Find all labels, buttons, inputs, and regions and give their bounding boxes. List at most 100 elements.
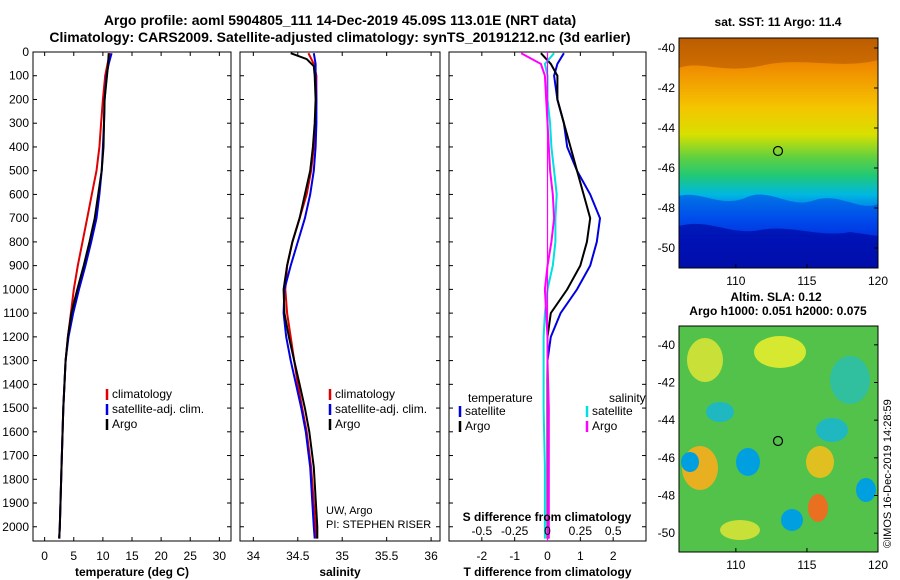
series-line-climatology <box>58 52 111 539</box>
x-tick-label: 5 <box>70 549 77 563</box>
y-tick-label: -44 <box>658 413 676 427</box>
y-tick-label: -48 <box>658 201 676 215</box>
legend-label: Argo <box>465 419 491 433</box>
y-tick-label: -42 <box>658 376 676 390</box>
legend-header: temperature <box>468 391 533 405</box>
x-tick-label: 110 <box>726 274 745 288</box>
x2-tick-label: -0.25 <box>501 524 529 538</box>
sla-anomaly <box>830 356 870 404</box>
legend-label: Argo <box>335 417 361 431</box>
legend-label: climatology <box>112 387 172 401</box>
y-tick-label: 1600 <box>2 425 29 439</box>
legend-label: Argo <box>112 417 138 431</box>
x-tick-label: 1 <box>577 549 584 563</box>
x-tick-label: 30 <box>213 549 227 563</box>
x2-tick-label: -0.5 <box>471 524 492 538</box>
figure-subtitle: Climatology: CARS2009. Satellite-adjuste… <box>49 29 631 45</box>
y-tick-label: 800 <box>9 235 29 249</box>
x-tick-label: 2 <box>610 549 617 563</box>
x-tick-label: 10 <box>96 549 110 563</box>
x-tick-label: 120 <box>868 274 888 288</box>
y-tick-label: -42 <box>658 81 676 95</box>
legend-label: climatology <box>335 387 395 401</box>
y-tick-label: 1400 <box>2 377 29 391</box>
sla-anomaly <box>687 338 723 382</box>
x-tick-label: 36 <box>424 549 438 563</box>
y-tick-label: 500 <box>9 164 29 178</box>
y-tick-label: 200 <box>9 92 29 106</box>
argo-marker <box>772 435 784 447</box>
x-tick-label: 115 <box>797 274 816 288</box>
series-line-satellite <box>546 52 602 539</box>
sla-anomaly <box>856 478 876 502</box>
y-tick-label: 2000 <box>2 520 29 534</box>
sla-anomaly <box>681 452 699 472</box>
series-line-climatology <box>284 52 318 539</box>
series-line-argo <box>282 52 319 539</box>
sst-map: sat. SST: 11 Argo: 11.4 110 115 120 -40 -42 -4… <box>658 15 889 288</box>
x-axis-label: T difference from climatology <box>463 565 631 579</box>
series-line-argo <box>520 52 556 539</box>
y-tick-label: 1500 <box>2 401 29 415</box>
sla-anomaly <box>754 336 806 368</box>
y-tick-label: 1700 <box>2 449 29 463</box>
plot-frame <box>239 51 441 542</box>
x-tick-label: 110 <box>726 558 745 572</box>
y-tick-label: 1300 <box>2 354 29 368</box>
y-tick-label: -44 <box>658 121 676 135</box>
y-tick-label: -50 <box>658 241 676 255</box>
legend-label: Argo <box>592 419 618 433</box>
y-tick-label: 1900 <box>2 496 29 510</box>
x-axis-label: salinity <box>319 565 361 579</box>
x-tick-label: 34.5 <box>286 549 310 563</box>
difference-panel: -2 -1 0 1 2 T difference from climatology -0.5… <box>448 51 647 579</box>
sla-anomaly <box>720 520 760 540</box>
y-tick-label: 700 <box>9 211 29 225</box>
y-tick-label: -48 <box>658 489 676 503</box>
sla-anomaly <box>706 402 734 422</box>
series-line-argo <box>58 53 110 539</box>
credit-text: ©IMOS 16-Dec-2019 14:28:59 <box>882 399 894 548</box>
y-tick-label: 300 <box>9 116 29 130</box>
x-tick-label: 35 <box>336 549 350 563</box>
x-tick-label: 0 <box>41 549 48 563</box>
salinity-panel: 34 34.5 35 35.5 36 salinity climatologysatelli… <box>239 51 441 579</box>
x-tick-label: -1 <box>509 549 520 563</box>
sla-map-title: Altim. SLA: 0.12 <box>730 290 822 304</box>
y-tick-label: 1800 <box>2 472 29 486</box>
y-tick-label: -46 <box>658 161 676 175</box>
y-tick-label: 900 <box>9 259 29 273</box>
plot-frame <box>32 51 232 542</box>
y-tick-label: -46 <box>658 451 676 465</box>
y-tick-label: 400 <box>9 140 29 154</box>
x-tick-label: 15 <box>125 549 139 563</box>
y-tick-label: 1200 <box>2 330 29 344</box>
y-tick-label: -50 <box>658 526 676 540</box>
x2-axis-label: S difference from climatology <box>463 510 632 524</box>
x2-tick-label: 0.5 <box>605 524 622 538</box>
x-tick-label: 0 <box>544 549 551 563</box>
x-tick-label: 115 <box>797 558 816 572</box>
x-tick-label: 35.5 <box>375 549 399 563</box>
x-axis-label: temperature (deg C) <box>75 565 189 579</box>
x-tick-label: 34 <box>247 549 261 563</box>
sst-map-title: sat. SST: 11 Argo: 11.4 <box>715 15 842 29</box>
sst-warm-patch <box>679 38 878 69</box>
argo-marker <box>772 145 784 157</box>
x-tick-label: 120 <box>868 558 888 572</box>
series-line-satellite-adj-clim- <box>282 53 318 539</box>
sla-anomaly <box>781 509 803 531</box>
legend-header: salinity <box>609 391 646 405</box>
x2-tick-label: 0 <box>544 524 551 538</box>
legend-label: satellite-adj. clim. <box>335 402 427 416</box>
y-tick-label: 1100 <box>3 306 29 320</box>
pi-annotation: UW, Argo <box>326 505 372 517</box>
y-tick-label: 0 <box>22 45 29 59</box>
y-tick-label: 100 <box>9 69 29 83</box>
sla-anomaly <box>736 448 760 476</box>
x-tick-label: 25 <box>184 549 198 563</box>
x2-tick-label: 0.25 <box>569 524 593 538</box>
sla-anomaly <box>806 446 834 478</box>
